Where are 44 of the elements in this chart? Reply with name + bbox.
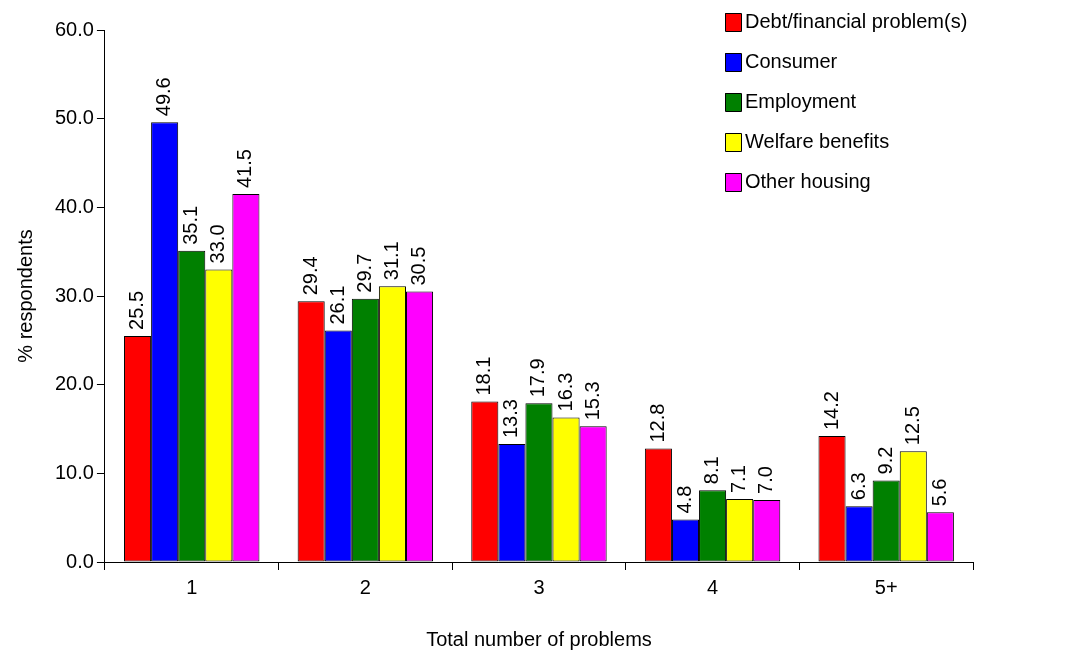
data-label: 15.3 xyxy=(580,381,603,421)
y-axis-title: % respondents xyxy=(13,229,36,363)
data-label: 7.0 xyxy=(754,466,777,494)
x-axis-title: Total number of problems xyxy=(426,627,652,650)
legend-label: Other housing xyxy=(745,169,871,192)
data-label: 16.3 xyxy=(553,372,576,412)
data-label: 13.3 xyxy=(499,399,522,439)
x-tick-label: 4 xyxy=(707,575,719,598)
data-label: 5.6 xyxy=(927,478,950,507)
data-label: 14.2 xyxy=(819,391,842,431)
data-label: 4.8 xyxy=(673,485,696,514)
data-label: 29.7 xyxy=(352,253,375,293)
x-tick-label: 2 xyxy=(359,575,371,598)
x-tick-label: 1 xyxy=(186,575,198,598)
data-label: 33.0 xyxy=(206,224,229,264)
data-label: 8.1 xyxy=(700,456,723,485)
y-tick-label: 30.0 xyxy=(54,283,94,306)
data-label: 7.1 xyxy=(727,465,750,494)
legend-label: Consumer xyxy=(745,49,838,72)
legend-label: Welfare benefits xyxy=(745,129,890,152)
data-label: 35.1 xyxy=(179,205,202,245)
data-label: 9.2 xyxy=(873,446,896,475)
y-tick-label: 20.0 xyxy=(54,372,94,395)
data-label: 12.5 xyxy=(900,406,923,446)
data-label: 12.8 xyxy=(645,403,668,443)
y-tick-label: 40.0 xyxy=(54,194,94,217)
data-label: 29.4 xyxy=(298,256,321,296)
data-label: 18.1 xyxy=(472,356,495,396)
legend-label: Employment xyxy=(745,89,857,112)
y-tick-label: 0.0 xyxy=(66,549,94,572)
data-label: 30.5 xyxy=(407,246,430,286)
data-label: 6.3 xyxy=(846,472,869,501)
y-tick-label: 10.0 xyxy=(54,460,94,483)
y-tick-label: 60.0 xyxy=(54,17,94,40)
y-tick-label: 50.0 xyxy=(54,106,94,129)
data-label: 17.9 xyxy=(526,358,549,398)
data-label: 49.6 xyxy=(152,77,175,117)
legend-label: Debt/financial problem(s) xyxy=(745,9,968,32)
x-tick-label: 5+ xyxy=(874,575,898,598)
data-label: 31.1 xyxy=(379,241,402,281)
data-label: 25.5 xyxy=(125,290,148,330)
data-label: 26.1 xyxy=(325,285,348,325)
data-label: 41.5 xyxy=(233,149,256,189)
x-tick-label: 3 xyxy=(533,575,545,598)
